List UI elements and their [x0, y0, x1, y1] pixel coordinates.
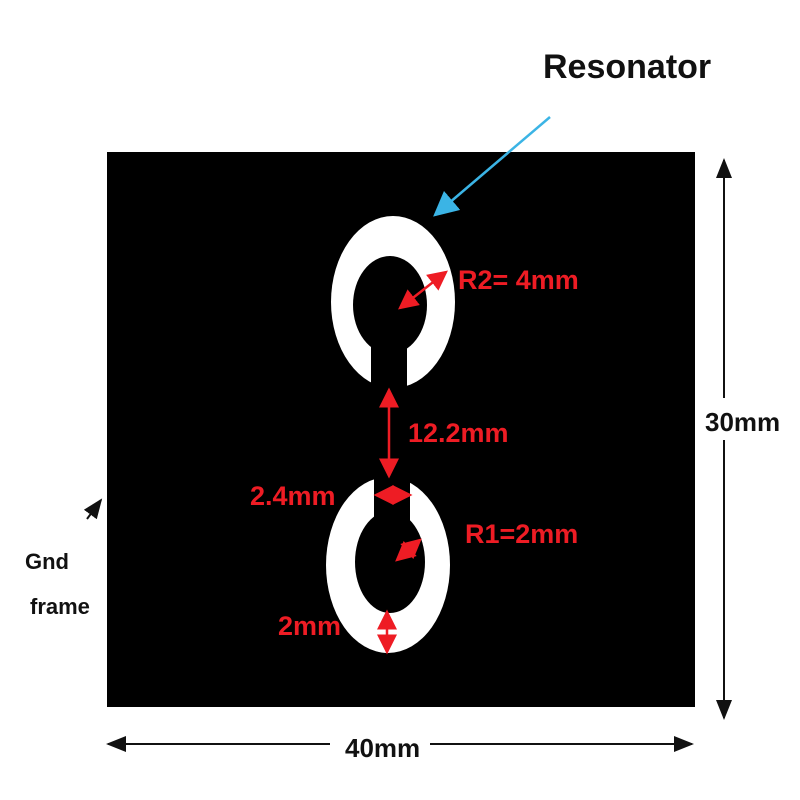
r2-label: R2= 4mm — [458, 265, 579, 295]
slot-width-label: 2.4mm — [250, 481, 336, 511]
gnd-label-line2: frame — [30, 594, 90, 619]
resonator-label: Resonator — [543, 48, 711, 86]
resonator-pointer-arrow — [433, 116, 551, 217]
ring-width-label: 2mm — [278, 611, 341, 641]
gnd-pointer-arrow — [83, 498, 103, 520]
width-label: 40mm — [345, 733, 420, 763]
r2-arrow — [398, 270, 448, 310]
gap-label: 12.2mm — [408, 418, 509, 448]
r1-label: R1=2mm — [465, 519, 578, 549]
gnd-label-line1: Gnd — [25, 549, 69, 574]
r1-arrow — [395, 538, 422, 562]
dimension-arrows — [373, 270, 448, 655]
height-label: 30mm — [705, 407, 780, 437]
bottom-resonator-ring — [326, 470, 450, 653]
